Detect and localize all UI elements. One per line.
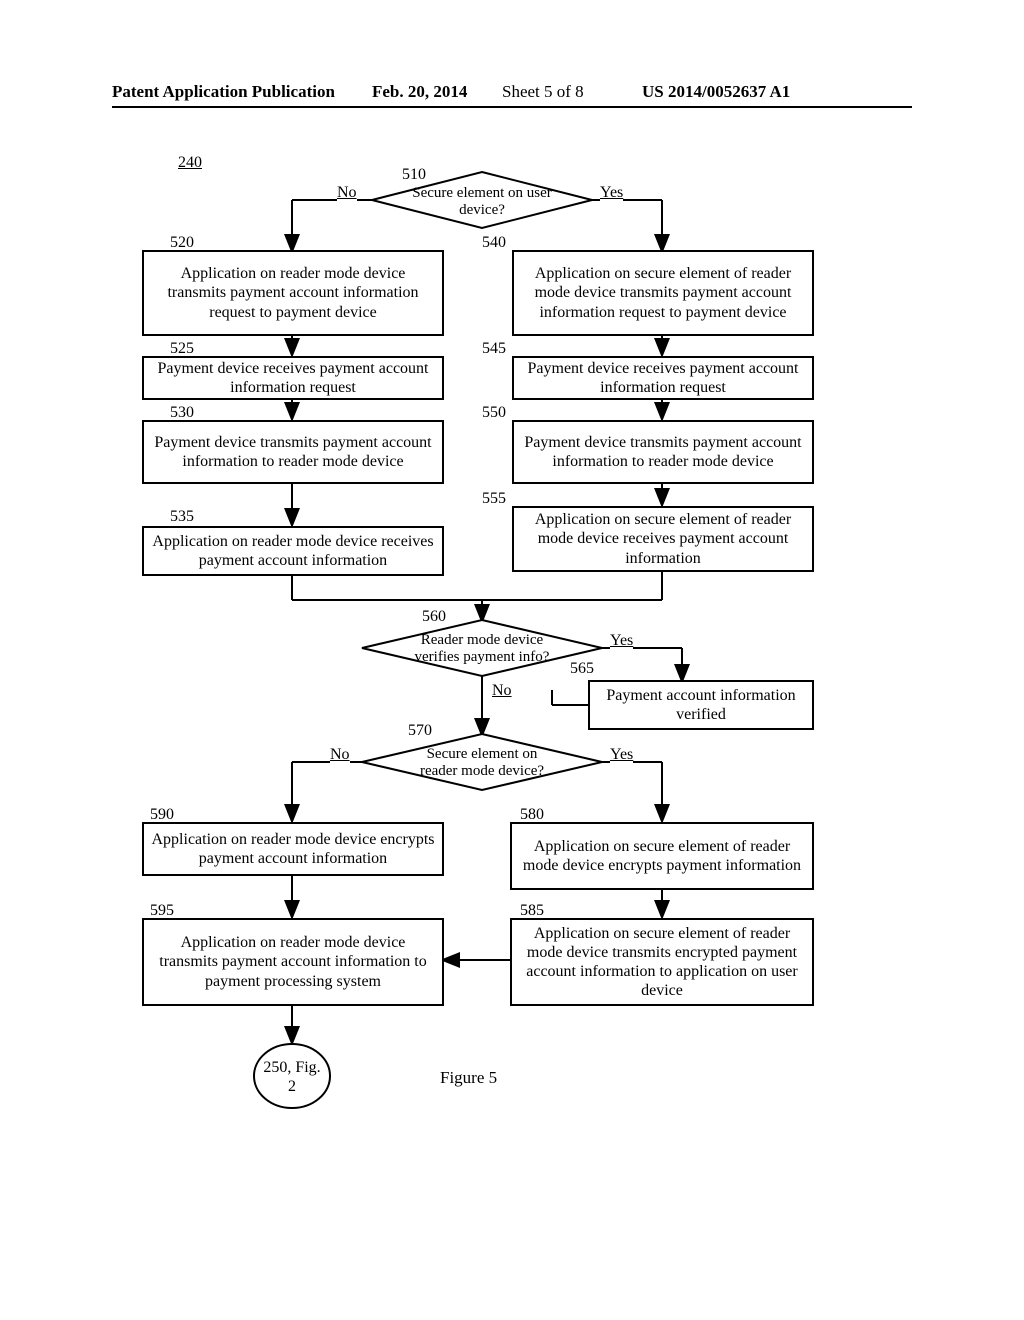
box-595: Application on reader mode device transm… bbox=[142, 918, 444, 1006]
header-publication: Patent Application Publication bbox=[112, 82, 335, 102]
text-550: Payment device transmits payment account… bbox=[520, 433, 806, 471]
label-560: 560 bbox=[422, 608, 446, 626]
box-525: Payment device receives payment account … bbox=[142, 356, 444, 400]
text-595: Application on reader mode device transm… bbox=[150, 933, 436, 991]
label-555: 555 bbox=[482, 490, 506, 508]
box-520: Application on reader mode device transm… bbox=[142, 250, 444, 336]
flowchart-canvas: 240 510 Secure element on user device? N… bbox=[112, 130, 912, 1230]
text-525: Payment device receives payment account … bbox=[150, 359, 436, 397]
edge-510-no: No bbox=[337, 184, 357, 202]
box-545: Payment device receives payment account … bbox=[512, 356, 814, 400]
decision-570 bbox=[362, 734, 602, 790]
label-510: 510 bbox=[402, 166, 426, 184]
edge-570-yes: Yes bbox=[610, 746, 633, 764]
figure-caption: Figure 5 bbox=[440, 1068, 497, 1088]
decision-560 bbox=[362, 620, 602, 676]
text-590: Application on reader mode device encryp… bbox=[150, 830, 436, 868]
text-540: Application on secure element of reader … bbox=[520, 264, 806, 322]
edge-560-no: No bbox=[492, 682, 512, 700]
box-580: Application on secure element of reader … bbox=[510, 822, 814, 890]
box-540: Application on secure element of reader … bbox=[512, 250, 814, 336]
header-sheet: Sheet 5 of 8 bbox=[502, 82, 584, 102]
label-570: 570 bbox=[408, 722, 432, 740]
text-250: 250, Fig. 2 bbox=[262, 1058, 322, 1096]
edge-510-yes: Yes bbox=[600, 184, 623, 202]
page: Patent Application Publication Feb. 20, … bbox=[0, 0, 1024, 1320]
text-545: Payment device receives payment account … bbox=[520, 359, 806, 397]
text-580: Application on secure element of reader … bbox=[518, 837, 806, 875]
label-545: 545 bbox=[482, 340, 506, 358]
text-555: Application on secure element of reader … bbox=[520, 510, 806, 568]
header-date: Feb. 20, 2014 bbox=[372, 82, 467, 102]
box-535: Application on reader mode device receiv… bbox=[142, 526, 444, 576]
header-rule bbox=[112, 106, 912, 108]
label-240: 240 bbox=[178, 154, 202, 172]
box-565: Payment account information verified bbox=[588, 680, 814, 730]
edge-570-no: No bbox=[330, 746, 350, 764]
edge-560-yes: Yes bbox=[610, 632, 633, 650]
text-520: Application on reader mode device transm… bbox=[150, 264, 436, 322]
label-550: 550 bbox=[482, 404, 506, 422]
text-565: Payment account information verified bbox=[596, 686, 806, 724]
box-550: Payment device transmits payment account… bbox=[512, 420, 814, 484]
header-pubno: US 2014/0052637 A1 bbox=[642, 82, 790, 102]
box-555: Application on secure element of reader … bbox=[512, 506, 814, 572]
text-530: Payment device transmits payment account… bbox=[150, 433, 436, 471]
box-590: Application on reader mode device encryp… bbox=[142, 822, 444, 876]
label-540: 540 bbox=[482, 234, 506, 252]
label-565: 565 bbox=[570, 660, 594, 678]
label-535: 535 bbox=[170, 508, 194, 526]
text-585: Application on secure element of reader … bbox=[518, 924, 806, 1001]
box-585: Application on secure element of reader … bbox=[510, 918, 814, 1006]
text-535: Application on reader mode device receiv… bbox=[150, 532, 436, 570]
box-530: Payment device transmits payment account… bbox=[142, 420, 444, 484]
